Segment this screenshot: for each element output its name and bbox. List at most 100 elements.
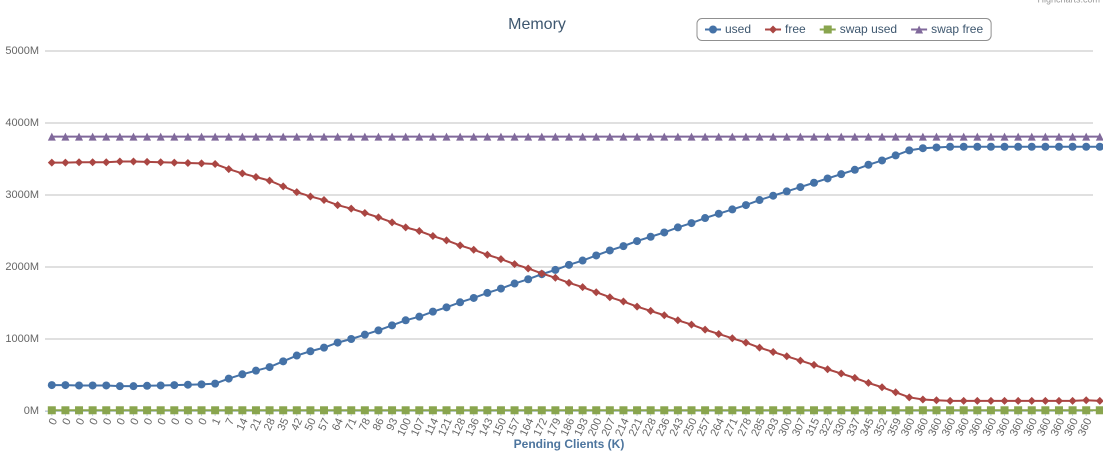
point: [347, 406, 356, 415]
x-tick-label: 0: [183, 416, 196, 427]
point: [687, 132, 696, 141]
point: [61, 158, 70, 167]
point: [1095, 396, 1103, 405]
point: [238, 169, 247, 178]
point: [1014, 132, 1023, 141]
point: [687, 320, 696, 329]
point: [1068, 142, 1077, 151]
legend-item[interactable]: swap used: [819, 22, 897, 36]
point: [537, 269, 546, 278]
point: [796, 183, 805, 192]
point: [320, 196, 329, 205]
point: [864, 406, 873, 415]
point: [714, 209, 723, 218]
point: [1000, 396, 1009, 405]
point: [1095, 132, 1103, 141]
x-tick-label: 78: [357, 416, 373, 432]
point: [360, 406, 369, 415]
point: [442, 406, 451, 415]
point: [1054, 132, 1063, 141]
point: [660, 228, 669, 237]
legend-item[interactable]: swap free: [911, 22, 983, 36]
point: [728, 334, 737, 343]
point: [741, 338, 750, 347]
point: [565, 406, 573, 415]
legend-item[interactable]: used: [705, 22, 751, 36]
point: [156, 381, 165, 390]
x-tick-label: 0: [115, 416, 128, 427]
point: [537, 406, 546, 415]
point: [837, 132, 846, 141]
point: [428, 132, 437, 141]
point: [701, 214, 710, 223]
point: [483, 132, 492, 141]
point: [537, 132, 546, 141]
point: [986, 396, 995, 405]
y-tick-label: 2000M: [5, 261, 39, 273]
point: [592, 132, 601, 141]
point: [129, 382, 138, 391]
point: [88, 381, 97, 390]
legend-label: used: [725, 22, 751, 36]
point: [292, 351, 301, 360]
point: [592, 406, 601, 415]
point: [75, 381, 84, 390]
point: [197, 406, 206, 415]
point: [279, 406, 288, 415]
point: [415, 406, 424, 415]
point: [115, 132, 124, 141]
point: [714, 132, 723, 141]
point: [102, 132, 111, 141]
point: [524, 264, 533, 273]
point: [1000, 406, 1009, 415]
point: [265, 406, 274, 415]
point: [823, 174, 832, 183]
point: [47, 158, 56, 167]
point: [1041, 396, 1050, 405]
x-tick-label: 360: [1076, 416, 1095, 438]
point: [170, 406, 179, 415]
point: [183, 158, 192, 167]
x-tick-label: 93: [384, 416, 400, 432]
point: [605, 246, 614, 255]
x-tick-label: 0: [60, 416, 73, 427]
point: [592, 251, 601, 260]
credits[interactable]: Highcharts.com: [1037, 0, 1100, 4]
point: [524, 406, 533, 415]
point: [959, 142, 968, 151]
point: [973, 396, 982, 405]
point: [755, 343, 764, 352]
point: [143, 132, 152, 141]
x-tick-label: 7: [224, 416, 237, 427]
point: [646, 232, 655, 241]
point: [578, 283, 587, 292]
point: [211, 132, 220, 141]
point: [415, 227, 424, 235]
point: [156, 406, 165, 415]
legend-item[interactable]: free: [765, 22, 806, 36]
point: [619, 132, 628, 141]
x-tick-label: 71: [344, 416, 360, 432]
point: [646, 306, 655, 315]
point: [946, 406, 955, 415]
point: [782, 406, 791, 415]
point: [75, 158, 84, 167]
point: [918, 132, 927, 141]
point: [197, 132, 206, 141]
point: [428, 406, 437, 415]
legend-label: free: [785, 22, 806, 36]
point: [47, 406, 56, 415]
point: [986, 142, 995, 151]
point: [673, 406, 682, 415]
point: [673, 223, 682, 232]
point: [605, 132, 614, 141]
point: [524, 275, 533, 284]
point: [1068, 406, 1077, 415]
point: [605, 293, 614, 302]
point: [292, 188, 301, 197]
point: [728, 132, 737, 141]
point: [565, 260, 573, 269]
point: [47, 132, 56, 141]
point: [320, 343, 329, 352]
